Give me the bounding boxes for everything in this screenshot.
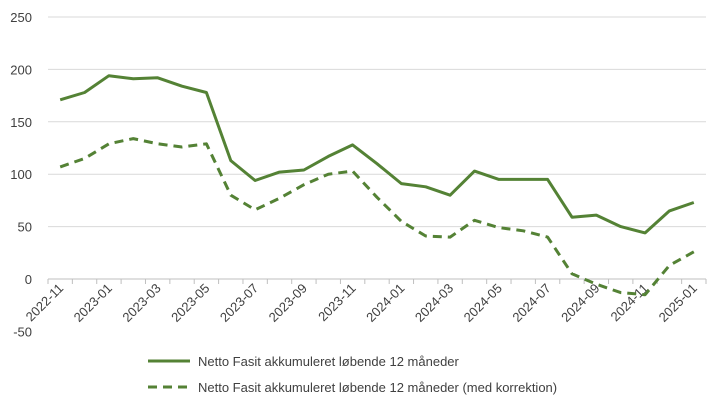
gridlines: [48, 16, 706, 228]
y-tick-label: 200: [10, 62, 32, 77]
y-tick-label: 100: [10, 167, 32, 182]
y-tick-label: 150: [10, 115, 32, 130]
x-tick-label: 2024-05: [461, 281, 505, 325]
x-tick-label: 2023-11: [315, 281, 359, 325]
x-tick-label: 2024-11: [608, 281, 652, 325]
x-tick-label: 2024-01: [363, 281, 407, 325]
x-tick-label: 2023-03: [119, 281, 163, 325]
legend-label-solid: Netto Fasit akkumuleret løbende 12 måned…: [198, 354, 460, 369]
x-tick-label: 2023-07: [217, 281, 261, 325]
x-tick-label: 2024-09: [558, 281, 602, 325]
x-axis: [47, 278, 707, 284]
y-tick-label: 0: [25, 272, 32, 287]
legend: Netto Fasit akkumuleret løbende 12 måned…: [148, 354, 557, 395]
y-tick-label: 50: [18, 220, 32, 235]
y-axis-ticks: 250 200 150 100 50 0 -50: [10, 10, 32, 339]
y-tick-label: 250: [10, 10, 32, 25]
x-tick-label: 2025-01: [656, 281, 700, 325]
series-lines: [59, 74, 695, 297]
series-line-netto-fasit: [59, 74, 695, 235]
x-tick-label: 2024-07: [509, 281, 553, 325]
y-tick-label: -50: [13, 324, 32, 339]
x-axis-ticks: 2022-11 2023-01 2023-03 2023-05 2023-07 2023-…: [23, 281, 700, 325]
x-tick-label: 2022-11: [23, 281, 67, 325]
x-tick-label: 2023-09: [266, 281, 310, 325]
x-tick-label: 2023-01: [71, 281, 115, 325]
x-tick-label: 2024-03: [412, 281, 456, 325]
x-tick-label: 2023-05: [168, 281, 212, 325]
legend-label-dashed: Netto Fasit akkumuleret løbende 12 måned…: [198, 380, 557, 395]
